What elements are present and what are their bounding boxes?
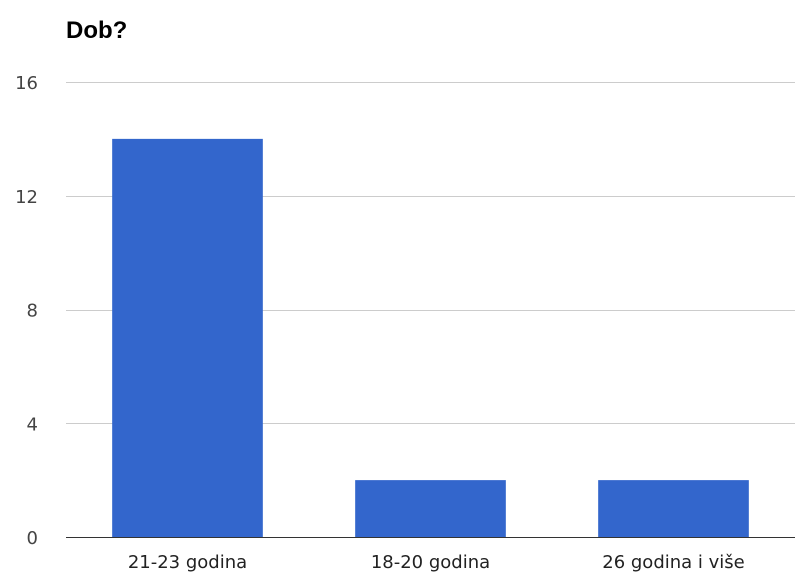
y-tick-label: 8: [27, 301, 38, 322]
y-tick-label: 12: [15, 187, 38, 208]
y-tick-label: 4: [27, 414, 38, 435]
bar: [112, 138, 263, 537]
x-category-label: 26 godina i više: [602, 552, 744, 573]
bars: [112, 138, 749, 537]
x-category-label: 21-23 godina: [128, 552, 247, 573]
x-category-label: 18-20 godina: [371, 552, 490, 573]
bar: [598, 480, 749, 537]
x-axis-labels: 21-23 godina 18-20 godina 26 godina i više: [128, 552, 745, 573]
y-tick-label: 16: [15, 73, 38, 94]
y-tick-label: 0: [27, 528, 38, 549]
y-axis-ticks: 0 4 8 12 16: [15, 73, 38, 549]
bar: [355, 480, 506, 537]
chart-title: Dob?: [66, 17, 127, 44]
